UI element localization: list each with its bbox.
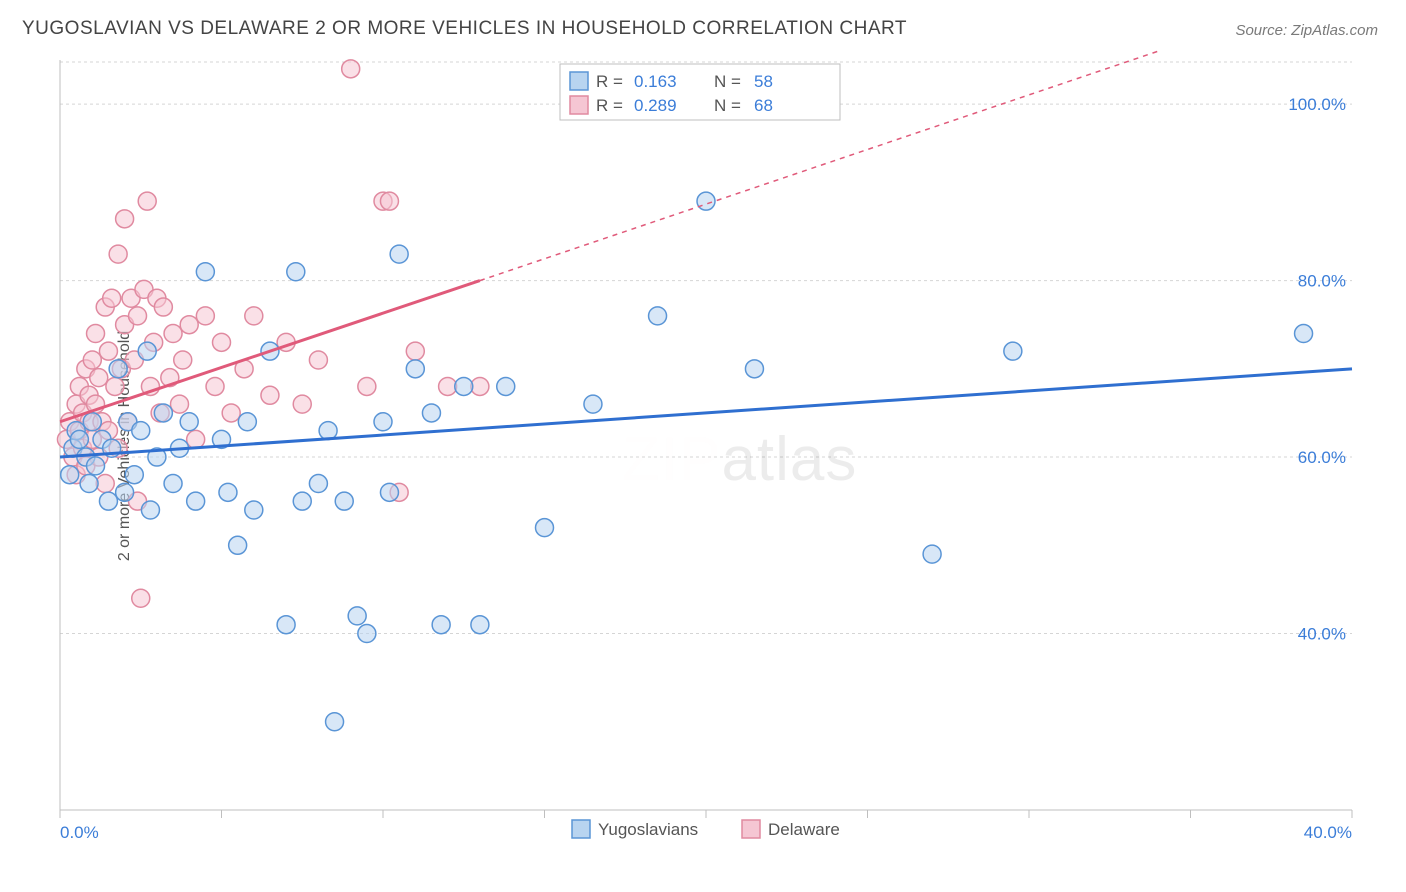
svg-text:R =: R = bbox=[596, 96, 623, 115]
chart-source: Source: ZipAtlas.com bbox=[1235, 22, 1378, 39]
plot-area: ZIPatlas 40.0% 60.0% 80.0% 100.0% 0.0% 40.0%… bbox=[42, 50, 1372, 840]
grid bbox=[60, 62, 1352, 634]
svg-text:60.0%: 60.0% bbox=[1298, 448, 1346, 467]
svg-text:Yugoslavians: Yugoslavians bbox=[598, 820, 698, 839]
svg-text:0.289: 0.289 bbox=[634, 96, 677, 115]
svg-text:0.163: 0.163 bbox=[634, 72, 677, 91]
svg-text:N =: N = bbox=[714, 72, 741, 91]
x-ticks bbox=[60, 810, 1352, 818]
svg-text:40.0%: 40.0% bbox=[1304, 823, 1352, 840]
x-tick-labels: 0.0% 40.0% bbox=[60, 823, 1352, 840]
correlation-chart: YUGOSLAVIAN VS DELAWARE 2 OR MORE VEHICL… bbox=[0, 0, 1406, 892]
svg-text:R =: R = bbox=[596, 72, 623, 91]
svg-text:100.0%: 100.0% bbox=[1288, 95, 1346, 114]
scatter-delaware bbox=[57, 60, 488, 607]
svg-text:58: 58 bbox=[754, 72, 773, 91]
legend-stats: R = 0.163 N = 58 R = 0.289 N = 68 bbox=[560, 64, 840, 120]
legend-series: Yugoslavians Delaware bbox=[572, 820, 840, 839]
svg-text:0.0%: 0.0% bbox=[60, 823, 99, 840]
svg-text:N =: N = bbox=[714, 96, 741, 115]
watermark: ZIPatlas bbox=[622, 425, 857, 494]
chart-title: YUGOSLAVIAN VS DELAWARE 2 OR MORE VEHICL… bbox=[22, 18, 907, 40]
svg-text:68: 68 bbox=[754, 96, 773, 115]
svg-text:80.0%: 80.0% bbox=[1298, 272, 1346, 291]
svg-text:40.0%: 40.0% bbox=[1298, 625, 1346, 644]
svg-text:Delaware: Delaware bbox=[768, 820, 840, 839]
